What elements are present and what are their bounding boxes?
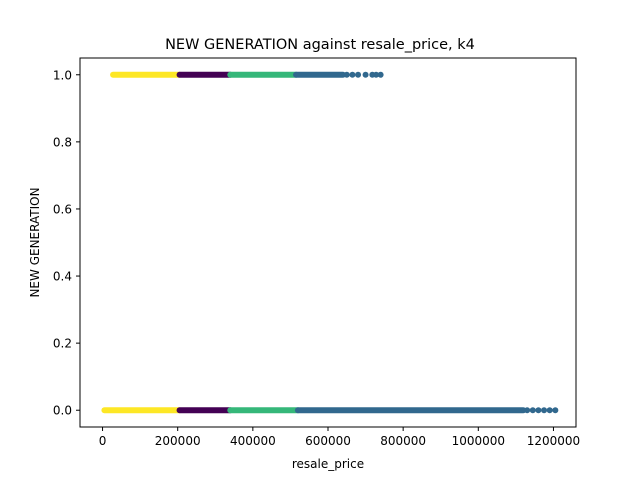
y-tick-label: 0.2 [53, 337, 72, 351]
x-axis: 0 200000 400000 600000 800000 1000000 1200000 [99, 427, 580, 448]
y-tick-label: 0.6 [53, 202, 72, 216]
data-point-12 [377, 71, 384, 78]
x-axis-label: resale_price [292, 457, 364, 471]
x-tick-label: 1000000 [452, 434, 505, 448]
y-tick-label: 1.0 [53, 68, 72, 82]
y-tick-label: 0.4 [53, 270, 72, 284]
data-point-1 [529, 407, 536, 414]
x-tick-label: 0 [99, 434, 107, 448]
x-tick-label: 400000 [230, 434, 276, 448]
y-tick-label: 0.8 [53, 135, 72, 149]
data-point-0 [524, 407, 531, 414]
data-point-6 [343, 71, 350, 78]
y-tick-label: 0.0 [53, 404, 72, 418]
chart-title: NEW GENERATION against resale_price, k4 [165, 37, 475, 53]
x-tick-label: 1200000 [527, 434, 580, 448]
data-point-5 [552, 407, 559, 414]
data-point-3 [541, 407, 548, 414]
plot-frame [79, 57, 577, 428]
data-points [101, 71, 559, 414]
y-axis-label: NEW GENERATION [28, 187, 42, 297]
y-axis: 0.0 0.2 0.4 0.6 0.8 1.0 [53, 68, 80, 418]
data-point-9 [362, 71, 369, 78]
data-point-8 [355, 71, 362, 78]
data-point-11 [373, 71, 380, 78]
x-tick-label: 800000 [380, 434, 426, 448]
data-point-2 [535, 407, 542, 414]
data-point-7 [349, 71, 356, 78]
data-point-4 [546, 407, 553, 414]
x-tick-label: 200000 [155, 434, 201, 448]
x-tick-label: 600000 [305, 434, 351, 448]
